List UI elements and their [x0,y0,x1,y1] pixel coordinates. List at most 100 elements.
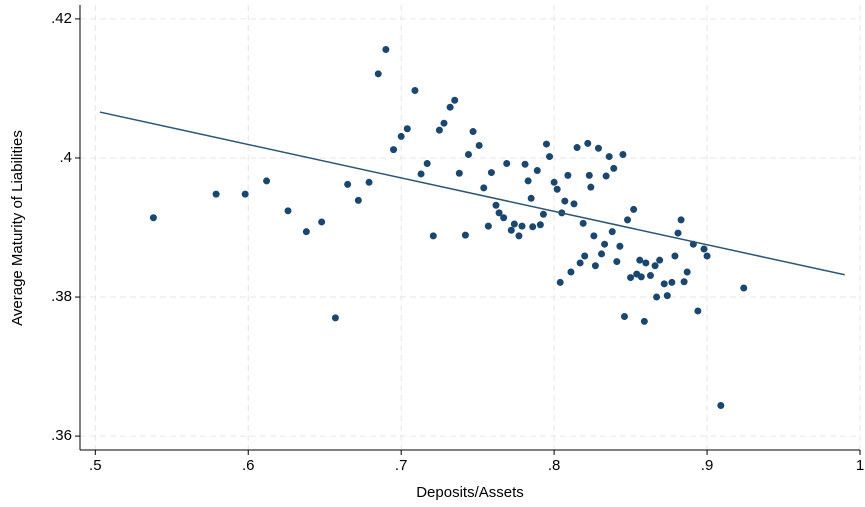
y-tick-label: .4 [59,149,72,166]
point [703,252,711,260]
x-tick-label: .5 [89,457,102,474]
point [461,231,469,239]
point [469,128,477,136]
point [620,313,628,320]
point [503,160,511,168]
point [302,228,310,236]
point [515,232,523,240]
point [660,280,668,288]
point [656,256,664,264]
point [318,218,326,226]
point [683,268,691,276]
point [149,214,157,222]
point [570,200,578,208]
point [284,207,292,215]
point [344,180,352,188]
x-tick-label: 1 [856,457,864,474]
point [587,183,595,191]
point [546,153,554,161]
point [527,194,535,202]
point [521,160,529,168]
point [636,256,644,264]
point [492,201,500,209]
point [487,169,495,177]
point [584,139,592,147]
point [464,150,472,158]
point [510,220,518,228]
point [484,222,492,230]
point [581,252,589,260]
point [585,171,593,179]
point [671,252,679,260]
point [556,278,564,286]
x-tick-label: .7 [395,457,408,474]
point [524,177,532,185]
point [446,103,454,111]
point [403,125,411,133]
point [451,96,459,104]
point [533,166,541,174]
point [331,314,339,322]
point [651,262,659,270]
point [263,177,271,185]
point [627,274,635,282]
point [417,170,425,178]
point [390,146,398,154]
point [435,126,443,134]
point [613,258,621,266]
point [642,259,650,267]
point [542,140,550,148]
point [630,205,638,213]
point [212,190,220,198]
point [354,196,362,204]
x-tick-label: .6 [242,457,255,474]
point [382,46,390,53]
point [553,185,561,193]
point [550,178,558,186]
point [423,160,431,168]
point [561,197,569,205]
point [536,221,544,229]
point [605,153,613,161]
point [567,268,575,276]
point [740,284,748,292]
point [602,172,610,180]
point [619,150,627,158]
point [616,242,624,250]
point [610,164,618,172]
point [576,259,584,267]
point [680,278,688,286]
point [475,141,483,149]
point [717,402,725,409]
x-axis-label: Deposits/Assets [416,484,524,501]
point [480,184,488,192]
point [518,222,526,230]
y-axis-label: Average Maturity of Liabilities [9,130,26,326]
x-tick-label: .9 [701,457,714,474]
point [640,317,648,325]
y-tick-label: .38 [51,288,72,305]
point [608,228,616,236]
point [590,232,598,240]
point [564,171,572,179]
point [674,229,682,237]
point [500,214,508,222]
point [700,245,708,253]
point [241,190,249,198]
point [677,216,685,224]
point [653,293,661,301]
point [411,87,419,95]
point [591,262,599,270]
point [624,216,632,224]
x-tick-label: .8 [548,457,561,474]
point [579,219,587,227]
point [573,144,581,152]
point [529,223,537,231]
point [495,209,503,217]
point [397,132,405,140]
point [440,119,448,127]
point [601,240,609,248]
y-tick-label: .42 [51,10,72,27]
point [694,307,702,315]
